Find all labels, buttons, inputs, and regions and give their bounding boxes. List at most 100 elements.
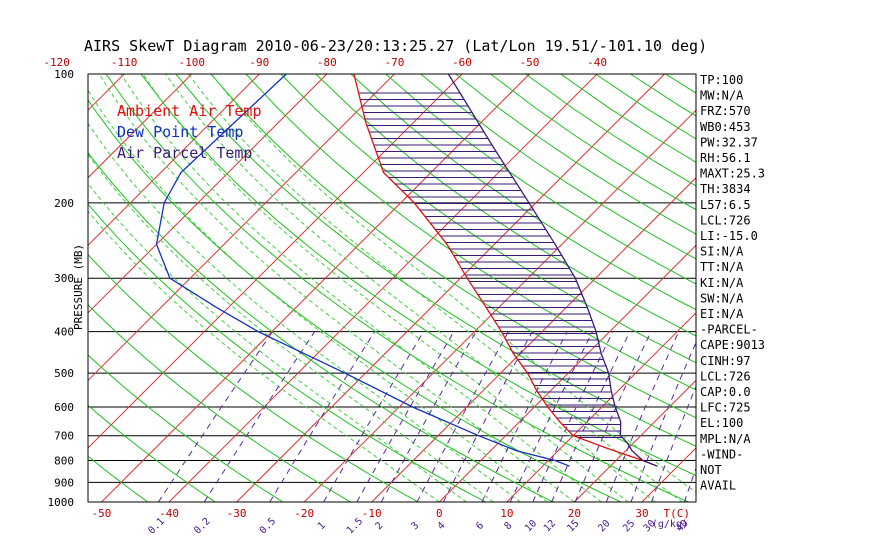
mixing-ratio-tick-label: 15 xyxy=(565,518,581,534)
mixing-ratio-line xyxy=(323,331,425,502)
stat-item: EL:100 xyxy=(700,416,743,430)
dry-adiabat-line xyxy=(88,98,621,502)
stat-item: -WIND- xyxy=(700,447,743,461)
mixing-ratio-tick-label: 12 xyxy=(542,518,558,534)
top-temp-tick-label: -110 xyxy=(111,56,138,69)
mixing-ratio-tick-label: 0.5 xyxy=(258,516,279,537)
plot-frame xyxy=(87,73,697,503)
mixing-ratio-line xyxy=(269,331,376,502)
top-temp-tick-label: -100 xyxy=(178,56,205,69)
stat-item: AVAIL xyxy=(700,479,736,493)
stat-item: NOT xyxy=(700,463,722,477)
mixing-ratio-tick-label: 0.2 xyxy=(192,516,213,537)
cape-hatching xyxy=(358,92,623,438)
top-temp-tick-label: -80 xyxy=(317,56,337,69)
isotherm-line xyxy=(88,74,193,179)
bottom-temp-tick-label: 0 xyxy=(436,507,443,520)
stat-item: SI:N/A xyxy=(700,245,744,259)
pressure-tick-label: 400 xyxy=(54,326,74,339)
dry-adiabat-line xyxy=(210,74,696,419)
top-temp-tick-label: -70 xyxy=(384,56,404,69)
pressure-tick-label: 100 xyxy=(54,68,74,81)
stat-item: LI:-15.0 xyxy=(700,229,758,243)
mixing-ratio-tick-label: 20 xyxy=(596,518,612,534)
mixing-ratio-line xyxy=(416,331,509,502)
bottom-temp-tick-label: 30 xyxy=(635,507,648,520)
mixing-ratio-line xyxy=(574,331,652,502)
mixing-ratio-line xyxy=(203,331,316,502)
bottom-temp-tick-label: -30 xyxy=(227,507,247,520)
bottom-temp-tick-label: -10 xyxy=(362,507,382,520)
pressure-tick-label: 800 xyxy=(54,455,74,468)
top-temp-tick-label: -90 xyxy=(249,56,269,69)
pressure-tick-label: 600 xyxy=(54,401,74,414)
isotherm-line xyxy=(88,74,395,382)
mixing-ratio-line xyxy=(442,331,533,502)
moist-adiabat-line xyxy=(187,74,683,502)
mixing-ratio-tick-label: 8 xyxy=(503,520,515,532)
pressure-tick-label: 200 xyxy=(54,197,74,210)
stat-item: EI:N/A xyxy=(700,307,744,321)
dry-adiabat-line xyxy=(385,74,696,285)
mixing-ratio-tick-label: 2 xyxy=(374,520,386,532)
bottom-temp-tick-label: -40 xyxy=(159,507,179,520)
stat-item: SW:N/A xyxy=(700,291,744,305)
moist-adiabat-line xyxy=(88,153,494,502)
moist-adiabat-line xyxy=(142,74,629,502)
mixing-ratio-line xyxy=(605,331,680,502)
stat-item: -PARCEL- xyxy=(700,323,758,337)
bottom-temp-tick-label: 10 xyxy=(500,507,513,520)
stat-item: MW:N/A xyxy=(700,89,744,103)
stat-item: CAP:0.0 xyxy=(700,385,751,399)
dew-point-temp-curve xyxy=(155,74,570,467)
dry-adiabat-line xyxy=(88,151,554,502)
top-temp-tick-label: -60 xyxy=(452,56,472,69)
temp-unit-label: T(C) xyxy=(664,507,691,520)
stat-item: WB0:453 xyxy=(700,120,751,134)
mixing-ratio-line xyxy=(157,331,273,502)
isotherm-line xyxy=(371,177,696,502)
dry-adiabat-line xyxy=(88,304,351,502)
pressure-tick-label: 900 xyxy=(54,476,74,489)
bottom-temp-tick-label: -50 xyxy=(92,507,112,520)
y-axis-label: PRESSURE (MB) xyxy=(72,244,85,330)
stat-item: RH:56.1 xyxy=(700,151,751,165)
chart-title: AIRS SkewT Diagram 2010-06-23/20:13:25.2… xyxy=(84,37,707,55)
mixing-ratio-line xyxy=(356,331,455,502)
mixing-ratio-unit-label: (g/kg) xyxy=(652,519,688,530)
stat-item: CAPE:9013 xyxy=(700,338,765,352)
mixing-ratio-tick-label: 25 xyxy=(621,518,637,534)
isotherm-line xyxy=(845,74,870,502)
ambient-air-temp-curve xyxy=(353,74,658,467)
top-temp-tick-label: -40 xyxy=(587,56,607,69)
moist-adiabat-line xyxy=(88,182,467,502)
stat-item: FRZ:570 xyxy=(700,104,751,118)
mixing-ratio-line xyxy=(380,331,477,502)
moist-adiabat-line xyxy=(211,74,696,493)
dry-adiabat-line xyxy=(350,74,696,311)
mixing-ratio-line xyxy=(532,331,614,502)
moist-adiabat-line xyxy=(164,74,656,502)
stat-item: TP:100 xyxy=(700,73,743,87)
bottom-temp-tick-label: 20 xyxy=(568,507,581,520)
air-parcel-temp-curve xyxy=(447,74,658,467)
dry-adiabat-line xyxy=(88,354,284,502)
stat-item: LCL:726 xyxy=(700,213,751,227)
stat-item: L57:6.5 xyxy=(700,198,751,212)
dry-adiabat-line xyxy=(315,74,696,337)
bottom-temp-tick-label: -20 xyxy=(294,507,314,520)
stat-item: LFC:725 xyxy=(700,401,751,415)
isotherm-line xyxy=(88,74,260,246)
pressure-tick-label: 700 xyxy=(54,430,74,443)
dry-adiabat-line xyxy=(280,74,696,364)
stat-item: KI:N/A xyxy=(700,276,744,290)
moist-adiabat-line xyxy=(98,74,575,502)
mixing-ratio-tick-label: 1 xyxy=(316,520,328,532)
moist-adiabat-line xyxy=(120,74,602,502)
stat-item: CINH:97 xyxy=(700,354,751,368)
dry-adiabat-line xyxy=(88,253,419,502)
dry-adiabat-line xyxy=(245,74,696,391)
pressure-tick-label: 1000 xyxy=(48,496,75,509)
top-temp-tick-label: -50 xyxy=(520,56,540,69)
